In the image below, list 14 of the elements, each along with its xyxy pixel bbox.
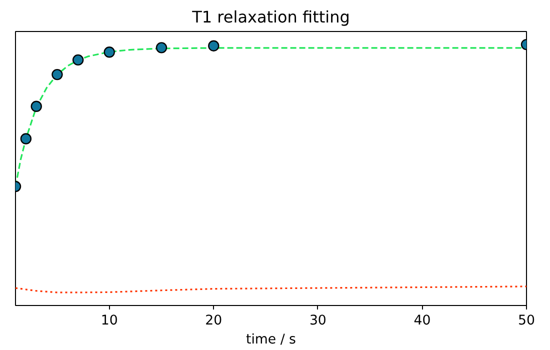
point [208,40,220,52]
x-tick-label: 50 [518,314,535,328]
x-tick-label: 30 [309,314,326,328]
x-tick-label: 20 [205,314,222,328]
point [104,46,115,58]
point [72,54,84,66]
point [156,42,168,54]
point [30,100,42,112]
x-tick-label: 40 [414,314,431,328]
point [20,133,32,144]
x-axis-title: time / s [246,332,296,348]
chart-title: T1 relaxation fitting [191,8,350,26]
x-tick-label: 10 [100,314,118,328]
point [52,68,63,80]
